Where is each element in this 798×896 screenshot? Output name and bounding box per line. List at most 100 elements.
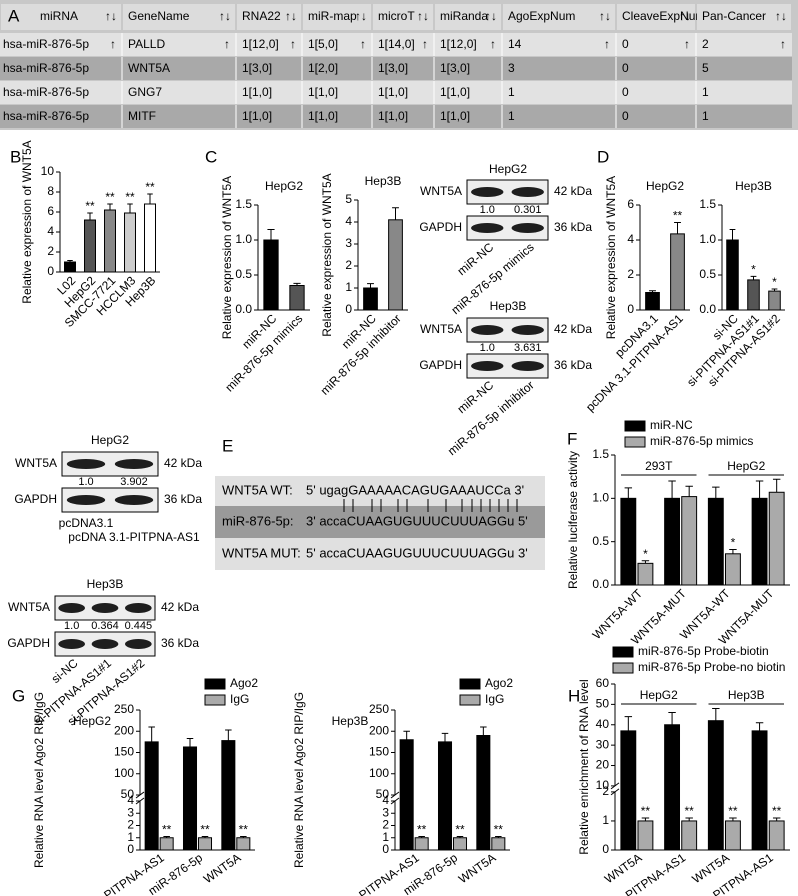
y-tick-label: 50: [121, 787, 135, 801]
table-cell: 1[1,0]: [308, 109, 338, 123]
significance: **: [105, 190, 115, 204]
bar: [414, 837, 429, 851]
significance: **: [494, 823, 504, 837]
error-bar: [201, 836, 209, 838]
sequence-label: WNT5A WT:: [222, 482, 293, 497]
header-label: CleaveExpNum: [622, 9, 705, 23]
y-tick-label: 2: [602, 784, 609, 798]
error-bar: [403, 730, 410, 740]
error-bar: [771, 288, 778, 292]
significance: **: [162, 823, 172, 837]
y-tick-label: 1: [345, 280, 352, 294]
table-cell: 14: [508, 37, 522, 51]
error-bar: [148, 726, 155, 742]
sequence: 3' accaCUAAGUGUUUCUUUAGGu 5': [306, 513, 528, 528]
y-tick-label: 100: [114, 766, 134, 780]
bar: [726, 239, 739, 311]
error-bar: [147, 193, 153, 204]
legend-label: miR-876-5p mimics: [650, 434, 753, 448]
error-bar: [240, 836, 247, 838]
table-row: [0, 33, 792, 56]
bar: [620, 730, 637, 851]
quantification: 0.445: [125, 620, 153, 632]
table-cell: 1: [508, 109, 515, 123]
blot-band: [511, 187, 544, 197]
protein-label: WNT5A: [15, 456, 57, 470]
blot-band: [114, 495, 154, 505]
sort-icon: ↑↓: [285, 9, 297, 23]
error-bar: [392, 207, 399, 220]
error-bar: [163, 836, 170, 838]
header-label: miR-map: [308, 9, 357, 23]
quantification: 3.631: [514, 342, 542, 354]
size-label: 36 kDa: [164, 492, 202, 506]
error-bar: [729, 548, 737, 554]
blot-band: [91, 603, 119, 613]
bar: [182, 746, 198, 851]
legend-swatch: [459, 694, 481, 706]
y-axis-label: Relative RNA level Ago2 RIP/IgG: [292, 692, 306, 868]
sort-icon: ↑↓: [485, 9, 497, 23]
table-cell: 2: [702, 37, 709, 51]
error-bar: [418, 836, 425, 838]
y-tick-label: 4: [47, 224, 54, 238]
header-label: Pan-Cancer: [702, 9, 766, 23]
table-cell: WNT5A: [128, 61, 170, 75]
bar: [637, 562, 654, 586]
protein-label: WNT5A: [420, 322, 462, 336]
error-bar: [127, 203, 133, 213]
sort-icon: ↑↓: [355, 9, 367, 23]
blot-band: [124, 603, 152, 613]
error-bar: [729, 817, 737, 821]
blot-band: [114, 459, 154, 469]
error-bar: [480, 726, 487, 736]
bar: [144, 741, 159, 851]
significance: **: [685, 804, 695, 818]
bar: [620, 497, 637, 586]
legend-swatch: [459, 678, 481, 690]
legend-swatch: [612, 662, 634, 674]
y-tick-label: 60: [596, 676, 610, 690]
y-tick-label: 2: [382, 818, 389, 832]
legend-label: IgG: [485, 692, 504, 706]
error-bar: [186, 737, 194, 747]
legend-label: IgG: [230, 692, 249, 706]
table-cell: 1[1,0]: [308, 85, 338, 99]
sort-icon: ↑: [490, 37, 496, 51]
table-row: [0, 81, 792, 104]
chart-title: HepG2: [73, 714, 111, 728]
error-bar: [755, 722, 764, 731]
y-tick-label: 3: [345, 236, 352, 250]
bar: [144, 203, 156, 273]
lane-label: pcDNA 3.1-PITPNA-AS1: [68, 530, 200, 544]
size-label: 42 kDa: [161, 600, 199, 614]
table-cell: 1[1,0]: [440, 109, 470, 123]
chart-title: Hep3B: [365, 174, 402, 188]
bar: [751, 730, 768, 851]
y-tick-label: 1.5: [592, 447, 609, 461]
y-tick-label: 1.5: [235, 197, 252, 211]
blot-band: [58, 603, 85, 613]
blot-band: [66, 495, 106, 505]
error-bar: [624, 487, 633, 499]
table-cell: 1: [508, 85, 515, 99]
error-bar: [293, 282, 301, 286]
chart-title: HepG2: [265, 179, 303, 193]
significance: **: [145, 180, 155, 194]
y-tick-label: 40: [596, 717, 610, 731]
bar: [197, 837, 213, 851]
y-tick-label: 0: [627, 302, 634, 316]
y-tick-label: 1.0: [235, 232, 252, 246]
error-bar: [772, 817, 781, 821]
y-tick-label: 8: [47, 184, 54, 198]
significance: **: [641, 804, 651, 818]
quantification: 0.364: [91, 620, 119, 632]
bar: [645, 292, 660, 311]
panel-label: C: [205, 147, 217, 166]
quantification: 1.0: [64, 620, 79, 632]
error-bar: [67, 260, 73, 262]
legend-swatch: [204, 694, 226, 706]
y-tick-label: 0: [47, 264, 54, 278]
